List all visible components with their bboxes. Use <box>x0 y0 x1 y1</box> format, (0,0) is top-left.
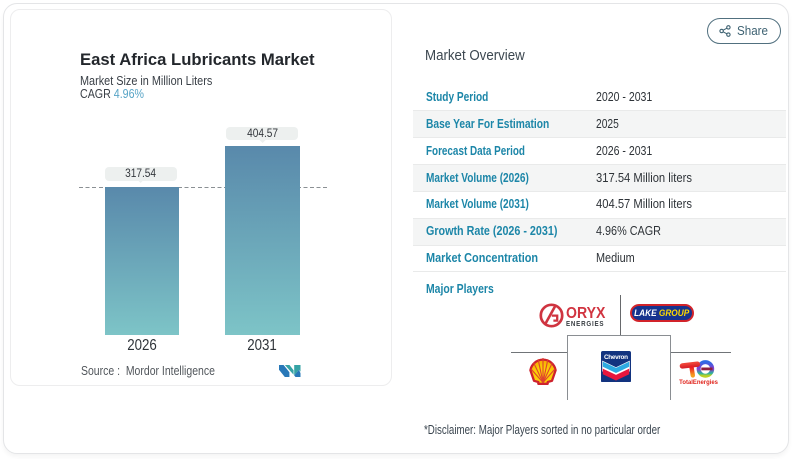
svg-text:Chevron: Chevron <box>604 354 628 361</box>
